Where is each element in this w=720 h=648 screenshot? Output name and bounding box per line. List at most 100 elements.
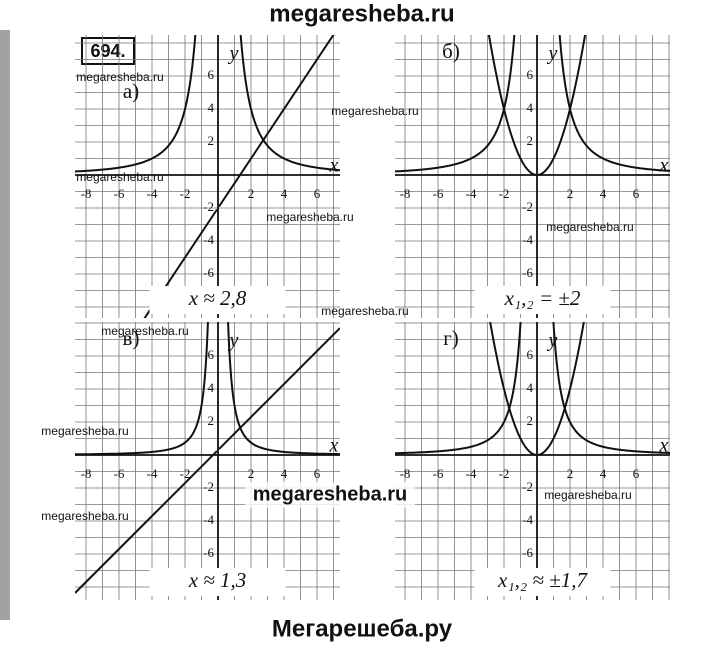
curve	[395, 322, 670, 455]
x-tick-label: 4	[281, 186, 288, 201]
x-tick-label: -8	[81, 466, 92, 481]
x-tick-label: -4	[147, 186, 158, 201]
watermark-background	[245, 482, 415, 508]
x-tick-label: 6	[314, 186, 321, 201]
answer: x ≈ 2,8	[188, 286, 247, 310]
y-tick-label: 2	[208, 133, 215, 148]
y-tick-label: -2	[203, 479, 214, 494]
y-tick-label: -2	[203, 199, 214, 214]
x-tick-label: -6	[433, 186, 444, 201]
center-watermark: megaresheba.ru	[253, 483, 408, 505]
y-tick-label: -2	[522, 479, 533, 494]
x-tick-label: -8	[400, 466, 411, 481]
problem-number: 694.	[90, 41, 125, 61]
x-tick-label: -8	[400, 186, 411, 201]
y-tick-label: 4	[208, 380, 215, 395]
answer: x ≈ 1,3	[188, 568, 247, 592]
y-tick-label: 4	[527, 100, 534, 115]
curve	[75, 322, 340, 456]
header: megaresheba.ru	[269, 0, 454, 27]
watermark: megaresheba.ru	[76, 170, 163, 184]
curve	[395, 35, 670, 173]
x-tick-label: -2	[180, 466, 191, 481]
watermark: megaresheba.ru	[76, 70, 163, 84]
panel: x y -8 -6 -4 -2 2 4 6 6 4 2 -2 -4 -6 г) x₁,₂ ≈ ±1,7	[395, 322, 670, 600]
y-tick-label: 6	[208, 67, 215, 82]
y-axis-label: y	[547, 43, 558, 65]
x-tick-label: -4	[466, 466, 477, 481]
x-axis-label: x	[329, 155, 339, 177]
x-tick-label: -6	[114, 186, 125, 201]
answer-background	[474, 286, 611, 314]
y-tick-label: 2	[527, 413, 534, 428]
curve	[489, 322, 585, 456]
y-tick-label: -2	[522, 199, 533, 214]
y-tick-label: 2	[208, 413, 215, 428]
x-tick-label: -4	[466, 186, 477, 201]
panel-label: г)	[443, 326, 459, 350]
scan-edge	[0, 30, 10, 620]
y-tick-label: 6	[208, 347, 215, 362]
answer-background	[149, 286, 286, 314]
panel-label: а)	[123, 79, 139, 103]
answer: x₁,₂ = ±2	[504, 286, 581, 310]
y-tick-label: -6	[203, 265, 214, 280]
x-tick-label: 6	[633, 466, 640, 481]
x-tick-label: -2	[499, 466, 510, 481]
curve	[143, 35, 335, 318]
x-tick-label: 6	[633, 186, 640, 201]
answer-background	[149, 568, 286, 596]
y-tick-label: 4	[208, 100, 215, 115]
panel-label: в)	[123, 326, 140, 350]
panel-label: б)	[442, 39, 460, 63]
x-tick-label: -2	[499, 186, 510, 201]
answer-background	[474, 568, 611, 596]
x-axis-label: x	[659, 435, 669, 457]
y-tick-label: -6	[203, 545, 214, 560]
x-tick-label: -6	[114, 466, 125, 481]
curve	[75, 35, 340, 173]
curve	[75, 327, 340, 594]
x-tick-label: 2	[248, 186, 255, 201]
y-tick-label: 6	[527, 347, 534, 362]
x-tick-label: 2	[248, 466, 255, 481]
x-tick-label: 4	[600, 466, 607, 481]
x-tick-label: -4	[147, 466, 158, 481]
watermark: megaresheba.ru	[331, 104, 418, 118]
x-axis-label: x	[329, 435, 339, 457]
footer: Мегарешеба.ру	[272, 615, 453, 642]
x-tick-label: 6	[314, 466, 321, 481]
x-tick-label: 4	[600, 186, 607, 201]
y-tick-label: -4	[522, 232, 533, 247]
number-box	[81, 37, 135, 65]
panel: x y -8 -6 -4 -2 2 4 6 6 4 2 -2 -4 -6 в) x ≈ 1,3	[75, 322, 340, 600]
y-axis-label: y	[228, 330, 239, 352]
y-tick-label: -4	[203, 512, 214, 527]
watermark: megaresheba.ru	[41, 509, 128, 523]
answer: x₁,₂ ≈ ±1,7	[497, 568, 588, 592]
y-tick-label: 4	[527, 380, 534, 395]
watermark: megaresheba.ru	[41, 424, 128, 438]
x-axis-label: x	[659, 155, 669, 177]
x-tick-label: 4	[281, 466, 288, 481]
y-tick-label: -4	[522, 512, 533, 527]
x-tick-label: -8	[81, 186, 92, 201]
y-axis-label: y	[547, 330, 558, 352]
y-axis-label: y	[228, 43, 239, 65]
x-tick-label: 2	[567, 186, 574, 201]
y-tick-label: -6	[522, 545, 533, 560]
x-tick-label: -6	[433, 466, 444, 481]
y-tick-label: 6	[527, 67, 534, 82]
panel: x y -8 -6 -4 -2 2 4 6 6 4 2 -2 -4 -6 б) x₁,₂ = ±2	[395, 35, 670, 318]
watermark: megaresheba.ru	[321, 304, 408, 318]
y-tick-label: -4	[203, 232, 214, 247]
y-tick-label: -6	[522, 265, 533, 280]
watermark: megaresheba.ru	[101, 324, 188, 338]
watermark: megaresheba.ru	[546, 220, 633, 234]
x-tick-label: 2	[567, 466, 574, 481]
panel: x y -8 -6 -4 -2 2 4 6 6 4 2 -2 -4 -6 а) x ≈ 2,8	[75, 35, 340, 318]
watermark: megaresheba.ru	[544, 488, 631, 502]
watermark: megaresheba.ru	[266, 210, 353, 224]
